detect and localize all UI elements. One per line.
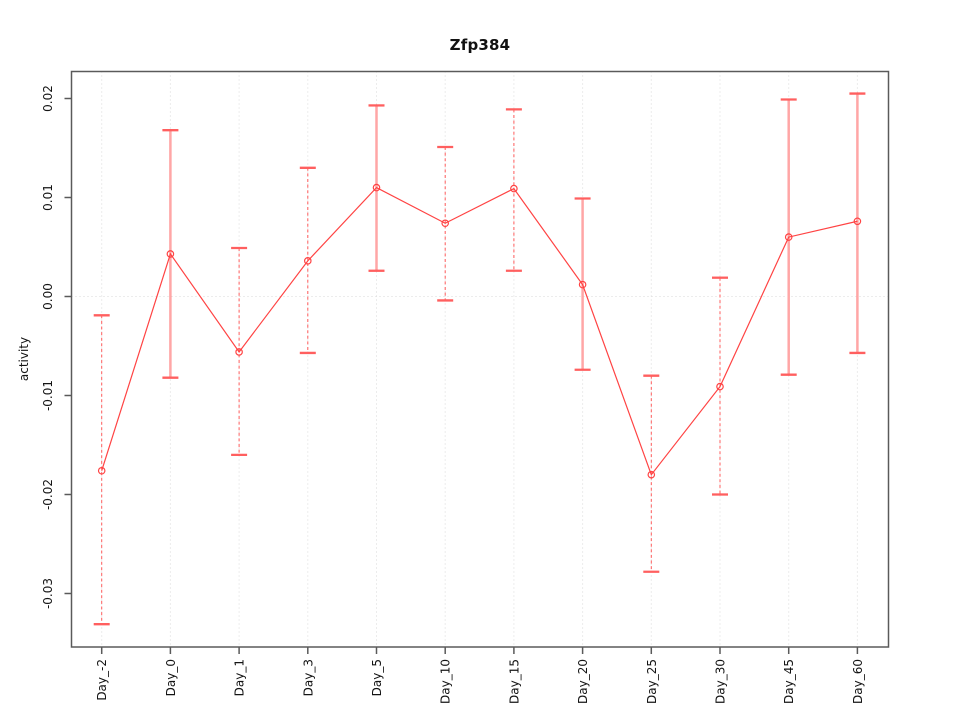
- data-point: [578, 280, 587, 289]
- data-point: [97, 466, 106, 475]
- data-point: [303, 257, 312, 265]
- x-tick-label: Day_30: [714, 659, 728, 704]
- x-tick-label: Day_3: [301, 659, 315, 696]
- y-tick-label: -0.03: [41, 578, 55, 609]
- y-axis-title: activity: [17, 336, 31, 382]
- category-gridlines: [101, 71, 858, 647]
- data-points: [97, 183, 862, 479]
- y-tick-label: 0.02: [41, 85, 55, 112]
- y-axis-ticks: 0.02 0.01 0.00 -0.01 -0.02 -0.03: [41, 85, 72, 609]
- x-tick-label: Day_10: [439, 659, 453, 704]
- x-axis-ticks: Day_-2 Day_0 Day_1 Day_3 Day_5 Day_10 Day_15 Da…: [95, 647, 865, 704]
- x-tick-label: Day_0: [164, 659, 178, 696]
- error-bars: [93, 92, 866, 626]
- chart-title: Zfp384: [449, 36, 511, 54]
- x-tick-label: Day_45: [782, 659, 796, 704]
- data-point: [510, 184, 518, 193]
- x-tick-label: Day_1: [233, 659, 247, 696]
- plot-box: [70, 70, 890, 648]
- y-tick-label: -0.01: [41, 380, 55, 411]
- y-tick-label: -0.02: [41, 479, 55, 510]
- y-tick-label: 0.00: [41, 283, 55, 310]
- data-point: [716, 382, 724, 391]
- data-point: [441, 219, 450, 228]
- data-point: [647, 470, 656, 479]
- series-line: [101, 186, 858, 476]
- data-point: [372, 183, 381, 192]
- x-tick-label: Day_25: [645, 659, 659, 704]
- data-point: [784, 233, 793, 241]
- data-point: [235, 348, 243, 356]
- x-tick-label: Day_15: [507, 659, 521, 704]
- y-tick-label: 0.01: [41, 184, 55, 211]
- x-tick-label: Day_60: [851, 659, 865, 704]
- x-tick-label: Day_5: [370, 659, 384, 696]
- x-tick-label: Day_20: [576, 659, 590, 704]
- data-point: [166, 250, 175, 258]
- x-tick-label: Day_-2: [95, 659, 109, 701]
- data-point: [853, 217, 862, 226]
